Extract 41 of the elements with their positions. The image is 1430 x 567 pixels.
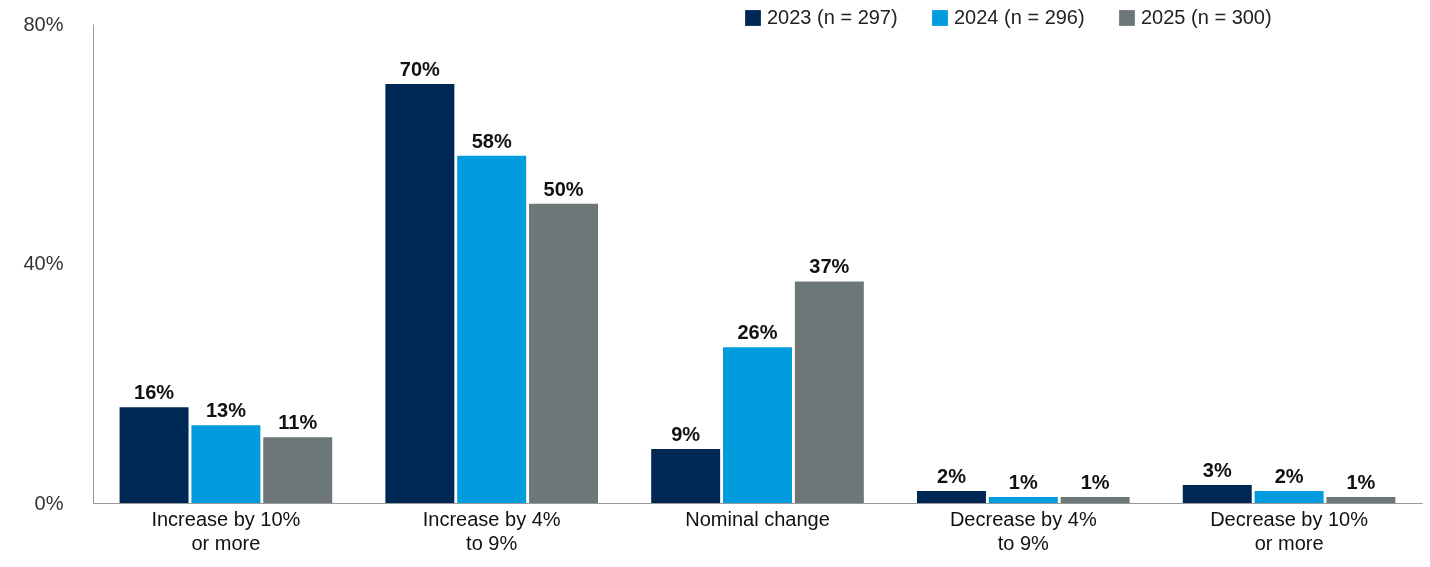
bar bbox=[723, 347, 792, 503]
data-label: 16% bbox=[134, 381, 175, 404]
bar bbox=[988, 497, 1058, 503]
bar bbox=[457, 155, 527, 503]
bar bbox=[119, 407, 189, 503]
y-tick-label: 0% bbox=[34, 491, 64, 514]
data-label: 50% bbox=[543, 177, 584, 200]
data-label: 26% bbox=[737, 321, 778, 344]
legend-label: 2025 (n = 300) bbox=[1141, 6, 1272, 28]
legend-label: 2024 (n = 296) bbox=[954, 6, 1085, 28]
data-label: 13% bbox=[205, 399, 247, 422]
bar bbox=[529, 203, 599, 503]
bar bbox=[191, 425, 261, 503]
data-label: 11% bbox=[278, 411, 318, 434]
legend-label: 2023 (n = 297) bbox=[767, 6, 898, 28]
data-label: 1% bbox=[1008, 471, 1038, 494]
x-tick-label: Decrease by 4% to 9% bbox=[949, 507, 1097, 554]
data-label: 70% bbox=[399, 57, 441, 80]
bar bbox=[651, 449, 721, 503]
data-label: 37% bbox=[809, 255, 850, 278]
data-label: 58% bbox=[471, 129, 512, 152]
bar bbox=[1254, 491, 1324, 503]
data-label: 2% bbox=[1274, 465, 1304, 488]
x-tick-label: Increase by 4% to 9% bbox=[422, 507, 561, 554]
bar bbox=[1182, 485, 1252, 503]
x-tick-label: Increase by 10% or more bbox=[151, 507, 301, 554]
bar bbox=[385, 83, 455, 503]
data-label: 9% bbox=[671, 423, 701, 446]
x-tick-label: Nominal change bbox=[685, 507, 830, 530]
data-label: 1% bbox=[1346, 471, 1376, 494]
bar bbox=[1326, 497, 1396, 503]
x-tick-label: Decrease by 10% or more bbox=[1210, 507, 1369, 554]
bar bbox=[263, 437, 333, 503]
bar bbox=[1060, 497, 1130, 503]
data-label: 2% bbox=[937, 465, 967, 488]
data-label: 3% bbox=[1202, 459, 1232, 482]
bar bbox=[916, 491, 986, 503]
y-tick-label: 80% bbox=[23, 12, 64, 35]
y-tick-label: 40% bbox=[23, 252, 64, 274]
data-label: 1% bbox=[1080, 471, 1110, 494]
bar bbox=[794, 281, 864, 503]
